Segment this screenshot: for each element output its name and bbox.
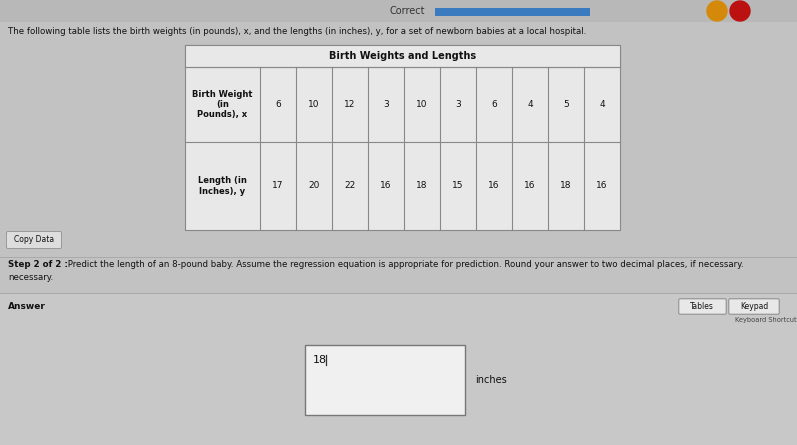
Text: Predict the length of an 8-pound baby. Assume the regression equation is appropr: Predict the length of an 8-pound baby. A… (65, 260, 744, 269)
Bar (305, 345, 465, 415)
Circle shape (707, 1, 727, 21)
Text: necessary.: necessary. (8, 273, 53, 282)
Text: 18: 18 (560, 182, 571, 190)
Text: Copy Data: Copy Data (14, 235, 54, 244)
Text: 10: 10 (416, 100, 428, 109)
Text: 16: 16 (596, 182, 608, 190)
Text: Answer: Answer (8, 302, 46, 311)
Bar (0, 0, 797, 22)
Text: 5: 5 (563, 100, 569, 109)
Text: 4: 4 (527, 100, 533, 109)
Text: 6: 6 (275, 100, 281, 109)
Text: 20: 20 (308, 182, 320, 190)
Bar (0, 293, 797, 445)
Text: Correct: Correct (390, 6, 426, 16)
FancyBboxPatch shape (679, 299, 726, 314)
Text: Length (in
Inches), y: Length (in Inches), y (198, 176, 247, 196)
Text: 12: 12 (344, 100, 355, 109)
Text: 18: 18 (313, 355, 327, 365)
Text: 3: 3 (455, 100, 461, 109)
Text: 18: 18 (416, 182, 428, 190)
Text: Keyboard Shortcuts: Keyboard Shortcuts (735, 317, 797, 323)
Text: 16: 16 (524, 182, 536, 190)
Text: 3: 3 (383, 100, 389, 109)
Circle shape (730, 1, 750, 21)
FancyBboxPatch shape (728, 299, 779, 314)
Text: The following table lists the birth weights (in pounds), x, and the lengths (in : The following table lists the birth weig… (8, 27, 587, 36)
Text: 6: 6 (491, 100, 497, 109)
Bar (435, 8, 590, 16)
Text: Step 2 of 2 :: Step 2 of 2 : (8, 260, 68, 269)
Text: inches: inches (475, 375, 507, 385)
Text: 16: 16 (380, 182, 392, 190)
Text: 22: 22 (344, 182, 355, 190)
Bar (185, 45, 620, 230)
Text: 15: 15 (452, 182, 464, 190)
Text: 16: 16 (489, 182, 500, 190)
Bar (185, 45, 620, 67)
FancyBboxPatch shape (6, 231, 61, 248)
Text: Birth Weights and Lengths: Birth Weights and Lengths (329, 51, 476, 61)
Text: Keypad: Keypad (740, 302, 768, 311)
Text: Birth Weight
(in
Pounds), x: Birth Weight (in Pounds), x (192, 89, 253, 119)
Text: Tables: Tables (690, 302, 714, 311)
Text: 10: 10 (308, 100, 320, 109)
Text: 4: 4 (599, 100, 605, 109)
Text: 17: 17 (273, 182, 284, 190)
